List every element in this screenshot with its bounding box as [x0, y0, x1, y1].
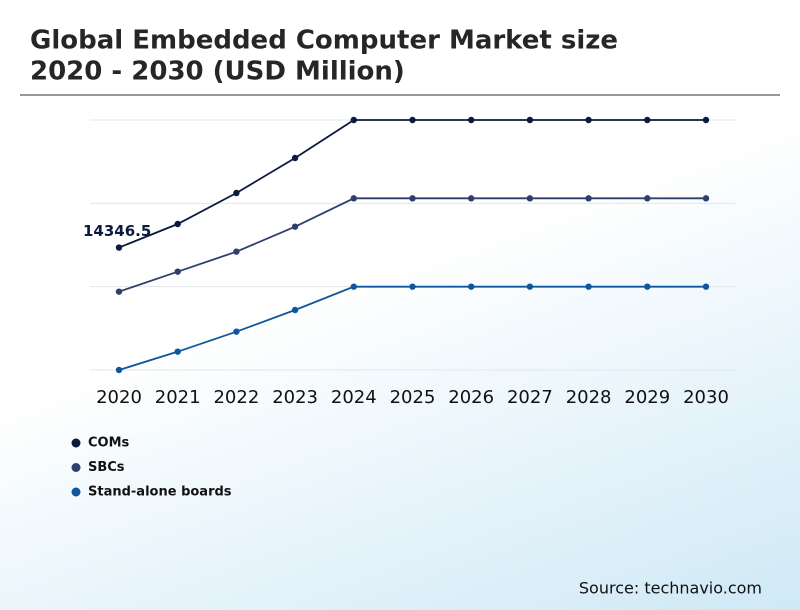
data-point: [644, 283, 651, 290]
data-point: [526, 195, 534, 202]
data-point: [526, 283, 534, 290]
data-point: [409, 195, 416, 202]
source: Source: technavio.com: [579, 579, 762, 598]
data-point: [233, 328, 240, 335]
data-point: [350, 283, 357, 290]
data-point: [585, 116, 592, 124]
data-point: [409, 283, 416, 290]
x-tick-label: 2025: [390, 387, 436, 408]
data-point: [409, 116, 416, 124]
data-point: [115, 366, 123, 374]
data-point: [291, 223, 299, 230]
title-line: 2020 - 2030 (USD Million): [30, 57, 405, 87]
data-point: [291, 306, 299, 314]
x-tick-label: 2021: [155, 387, 201, 408]
data-label: 14346.5: [83, 222, 151, 240]
data-point: [115, 288, 123, 295]
data-point: [644, 116, 651, 124]
data-point: [174, 220, 181, 228]
data-point: [291, 154, 299, 162]
data-point: [526, 116, 534, 124]
title-line: Global Embedded Computer Market size: [30, 26, 618, 56]
data-point: [585, 283, 592, 290]
data-point: [702, 195, 710, 202]
x-tick-label: 2028: [566, 387, 612, 408]
x-tick-label: 2027: [507, 387, 553, 408]
data-point: [350, 195, 357, 202]
x-tick-label: 2022: [213, 387, 259, 408]
series-line: [118, 197, 706, 293]
series-line: [118, 119, 706, 249]
x-tick-label: 2030: [683, 387, 729, 408]
legend-label: COMs: [88, 436, 130, 451]
data-point: [350, 116, 357, 124]
x-tick-label: 2026: [448, 387, 494, 408]
data-point: [702, 283, 710, 290]
x-tick-label: 2029: [624, 387, 670, 408]
data-point: [702, 116, 710, 124]
data-point: [174, 268, 181, 275]
x-tick-label: 2024: [331, 387, 377, 408]
data-point: [468, 283, 475, 290]
data-point: [233, 248, 240, 255]
x-tick-label: 2023: [272, 387, 318, 408]
legend-label: SBCs: [88, 460, 125, 475]
series-line: [118, 285, 706, 371]
legend-marker: [71, 487, 81, 497]
data-point: [233, 189, 240, 197]
legend-marker: [71, 463, 81, 472]
x-tick-label: 2020: [96, 387, 142, 408]
data-point: [115, 244, 123, 251]
legend-label: Stand-alone boards: [88, 485, 232, 500]
data-point: [585, 195, 592, 202]
data-point: [644, 195, 651, 202]
data-point: [174, 348, 181, 355]
data-point: [468, 116, 475, 124]
legend-marker: [71, 438, 81, 448]
data-point: [468, 195, 475, 202]
